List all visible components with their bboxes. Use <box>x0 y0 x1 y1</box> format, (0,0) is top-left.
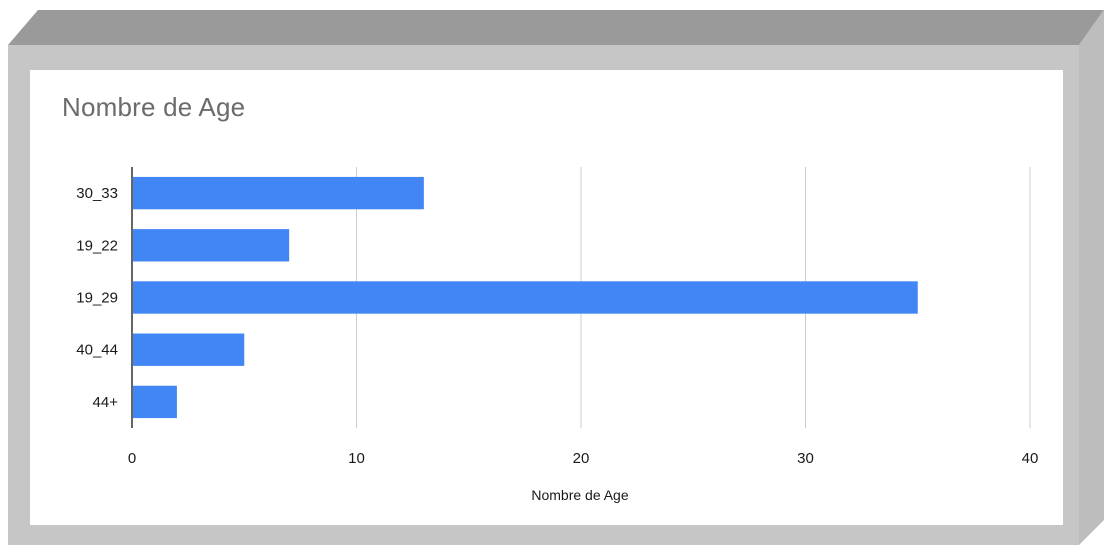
bar-19_22 <box>133 229 290 262</box>
x-tick-label: 10 <box>348 450 365 467</box>
x-tick-label: 40 <box>1022 450 1039 467</box>
y-category-label: 19_29 <box>76 290 118 307</box>
frame-right-bevel <box>1079 10 1104 545</box>
bar-44+ <box>133 385 177 419</box>
bars <box>133 176 918 419</box>
bar-30_33 <box>133 176 424 210</box>
bar-19_29 <box>133 281 918 314</box>
y-category-label: 19_22 <box>76 237 118 254</box>
category-labels: 30_33 19_22 19_29 40_44 44+ <box>76 185 118 411</box>
chart-title: Nombre de Age <box>62 92 246 122</box>
y-category-label: 30_33 <box>76 185 118 202</box>
x-tick-label: 0 <box>128 450 136 467</box>
y-category-label: 40_44 <box>76 342 118 359</box>
x-tick-label: 30 <box>797 450 814 467</box>
y-category-label: 44+ <box>93 394 119 411</box>
bar-40_44 <box>133 333 245 366</box>
x-axis-title: Nombre de Age <box>531 487 628 503</box>
frame-top-bevel <box>8 10 1104 45</box>
x-axis-ticks: 0 10 20 30 40 <box>128 450 1039 467</box>
x-tick-label: 20 <box>573 450 590 467</box>
